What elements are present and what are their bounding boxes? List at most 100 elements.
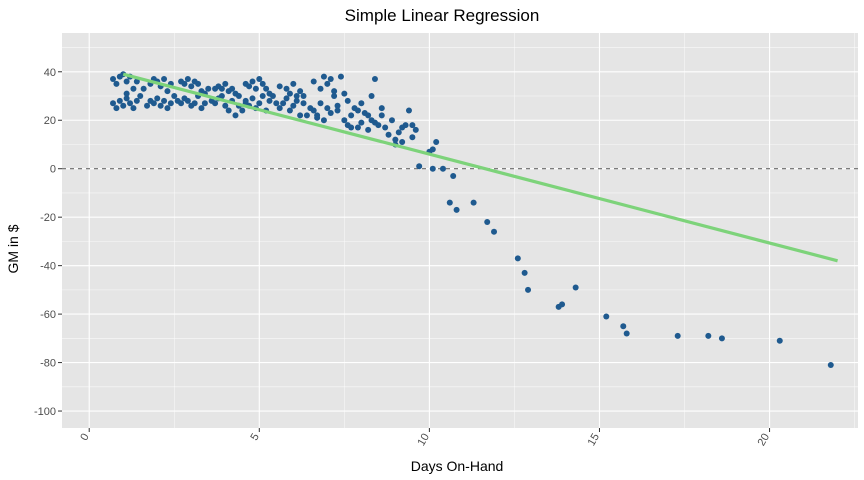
data-point	[317, 100, 324, 107]
data-point	[297, 88, 304, 95]
data-point	[337, 73, 344, 80]
data-point	[297, 112, 304, 119]
x-axis-ticks: 0 5 10 15 20	[78, 428, 772, 448]
data-point	[392, 136, 399, 143]
data-point	[453, 206, 460, 213]
data-point	[320, 73, 327, 80]
data-point	[378, 112, 385, 119]
data-point	[242, 97, 249, 104]
data-point	[154, 95, 161, 102]
data-point	[252, 85, 259, 92]
data-point	[239, 107, 246, 114]
y-tick-label: 0	[50, 164, 56, 176]
data-point	[433, 139, 440, 146]
y-tick-label: -80	[40, 358, 56, 370]
data-point	[184, 97, 191, 104]
data-point	[144, 102, 151, 109]
data-point	[256, 76, 263, 83]
data-point	[110, 100, 117, 107]
data-point	[344, 97, 351, 104]
y-tick-label: -40	[40, 261, 56, 273]
data-point	[178, 100, 185, 107]
data-point	[133, 78, 140, 85]
data-point	[776, 337, 783, 344]
data-point	[212, 85, 219, 92]
data-point	[120, 102, 127, 109]
data-point	[229, 85, 236, 92]
data-point	[303, 112, 310, 119]
data-point	[161, 97, 168, 104]
data-point	[150, 100, 157, 107]
data-point	[310, 107, 317, 114]
data-point	[484, 219, 491, 226]
data-point	[300, 93, 307, 100]
data-point	[378, 105, 385, 112]
data-point	[603, 313, 610, 320]
data-point	[113, 80, 120, 87]
data-point	[222, 102, 229, 109]
data-point	[283, 85, 290, 92]
data-point	[290, 102, 297, 109]
data-point	[191, 100, 198, 107]
data-point	[171, 93, 178, 100]
data-point	[286, 90, 293, 97]
data-point	[429, 165, 436, 172]
data-point	[331, 93, 338, 100]
data-point	[130, 105, 137, 112]
data-point	[365, 112, 372, 119]
data-point	[705, 332, 712, 339]
data-point	[348, 112, 355, 119]
data-point	[320, 117, 327, 124]
data-point	[521, 269, 528, 276]
data-point	[218, 85, 225, 92]
data-point	[259, 80, 266, 87]
data-point	[167, 100, 174, 107]
data-point	[205, 85, 212, 92]
data-point	[188, 83, 195, 90]
data-point	[409, 134, 416, 141]
data-point	[341, 117, 348, 124]
data-point	[198, 105, 205, 112]
data-point	[286, 107, 293, 114]
data-point	[450, 172, 457, 179]
data-point	[412, 126, 419, 133]
data-point	[232, 112, 239, 119]
x-tick-label: 5	[248, 432, 261, 443]
data-point	[269, 93, 276, 100]
data-point	[354, 124, 361, 131]
data-point	[354, 107, 361, 114]
data-point	[266, 97, 273, 104]
data-point	[514, 255, 521, 262]
data-point	[225, 107, 232, 114]
data-point	[371, 76, 378, 83]
data-point	[429, 146, 436, 153]
data-point	[113, 105, 120, 112]
data-point	[331, 88, 338, 95]
y-tick-label: -20	[40, 212, 56, 224]
data-point	[201, 100, 208, 107]
data-point	[371, 119, 378, 126]
data-point	[572, 284, 579, 291]
data-point	[416, 163, 423, 170]
data-point	[334, 102, 341, 109]
y-tick-label: -60	[40, 309, 56, 321]
data-point	[623, 330, 630, 337]
data-point	[263, 85, 270, 92]
data-point	[395, 129, 402, 136]
data-point	[293, 97, 300, 104]
data-point	[525, 286, 532, 293]
data-point	[116, 97, 123, 104]
minor-gridlines	[62, 33, 858, 428]
data-point	[127, 100, 134, 107]
data-point	[273, 100, 280, 107]
data-point	[110, 76, 117, 83]
y-tick-label: 40	[44, 67, 56, 79]
data-point	[178, 78, 185, 85]
data-point	[674, 332, 681, 339]
x-tick-label: 0	[78, 432, 91, 443]
data-point	[491, 228, 498, 235]
data-point	[324, 80, 331, 87]
data-point	[123, 95, 130, 102]
data-point	[368, 93, 375, 100]
